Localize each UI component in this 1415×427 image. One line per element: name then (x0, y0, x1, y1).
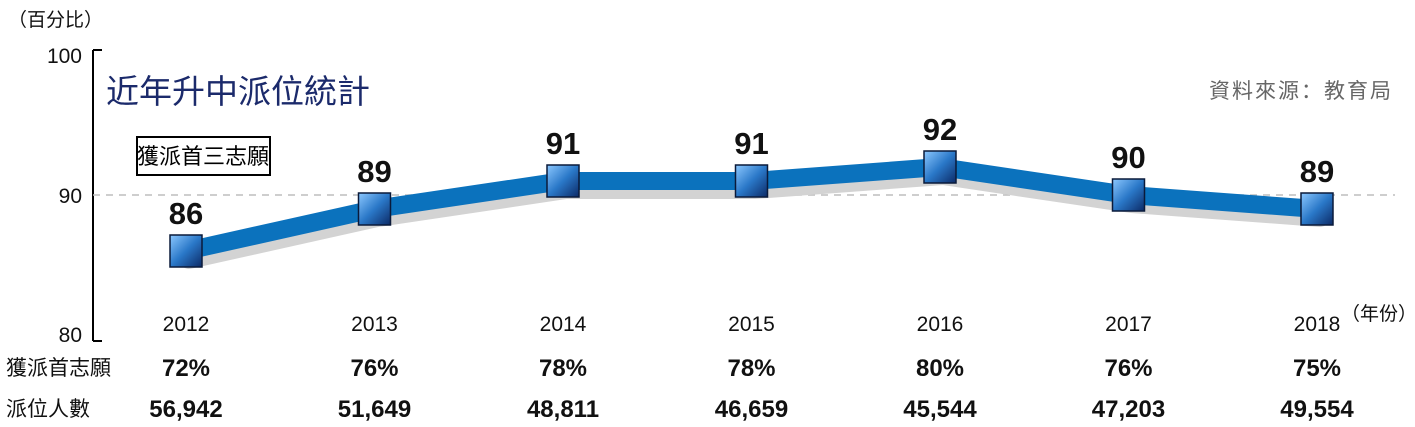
legend-series-name: 獲派首三志願 (137, 145, 269, 170)
table-cell: 76% (1104, 355, 1152, 382)
data-label: 91 (546, 126, 580, 161)
x-tick-label: 2015 (728, 313, 775, 336)
x-tick-label: 2018 (1294, 313, 1341, 336)
data-label: 91 (734, 126, 768, 161)
chart-title: 近年升中派位統計 (106, 72, 370, 111)
x-tick-label: 2012 (163, 313, 210, 336)
table-cell: 56,942 (149, 396, 222, 423)
x-tick-label: 2016 (917, 313, 964, 336)
x-tick-label: 2014 (540, 313, 587, 336)
y-tick-label-80: 80 (59, 324, 82, 347)
data-point-marker (169, 234, 203, 268)
table-cell: 76% (350, 355, 398, 382)
data-label: 90 (1111, 140, 1145, 175)
x-axis-unit: （年份） (1341, 303, 1415, 325)
data-point-marker (1300, 192, 1334, 226)
table-row-label: 獲派首志願 (6, 356, 111, 380)
data-point-marker (923, 150, 957, 184)
data-label: 89 (1300, 154, 1334, 189)
table-cell: 46,659 (715, 396, 788, 423)
data-label: 92 (923, 112, 957, 147)
legend-box (136, 136, 271, 176)
x-tick-label: 2017 (1105, 313, 1152, 336)
table-cell: 80% (916, 355, 964, 382)
data-label: 89 (357, 154, 391, 189)
table-cell: 75% (1293, 355, 1341, 382)
y-tick-label-100: 100 (47, 45, 82, 68)
table-row-label: 派位人數 (6, 397, 90, 421)
data-point-marker (546, 164, 580, 198)
y-tick-label-90: 90 (59, 185, 82, 208)
data-point-marker (1111, 178, 1146, 212)
x-tick-label: 2013 (351, 313, 398, 336)
table-cell: 47,203 (1092, 396, 1165, 423)
data-label: 86 (169, 196, 203, 231)
table-cell: 45,544 (903, 396, 977, 423)
table-cell: 51,649 (338, 396, 411, 423)
data-point-marker (734, 164, 769, 198)
table-cell: 78% (727, 355, 775, 382)
table-cell: 49,554 (1280, 396, 1354, 423)
data-point-marker (357, 192, 392, 226)
table-cell: 78% (539, 355, 587, 382)
data-source: 資料來源：教育局 (1209, 79, 1393, 103)
y-axis-unit: （百分比） (8, 9, 103, 31)
table-cell: 72% (162, 355, 210, 382)
table-cell: 48,811 (527, 396, 599, 423)
